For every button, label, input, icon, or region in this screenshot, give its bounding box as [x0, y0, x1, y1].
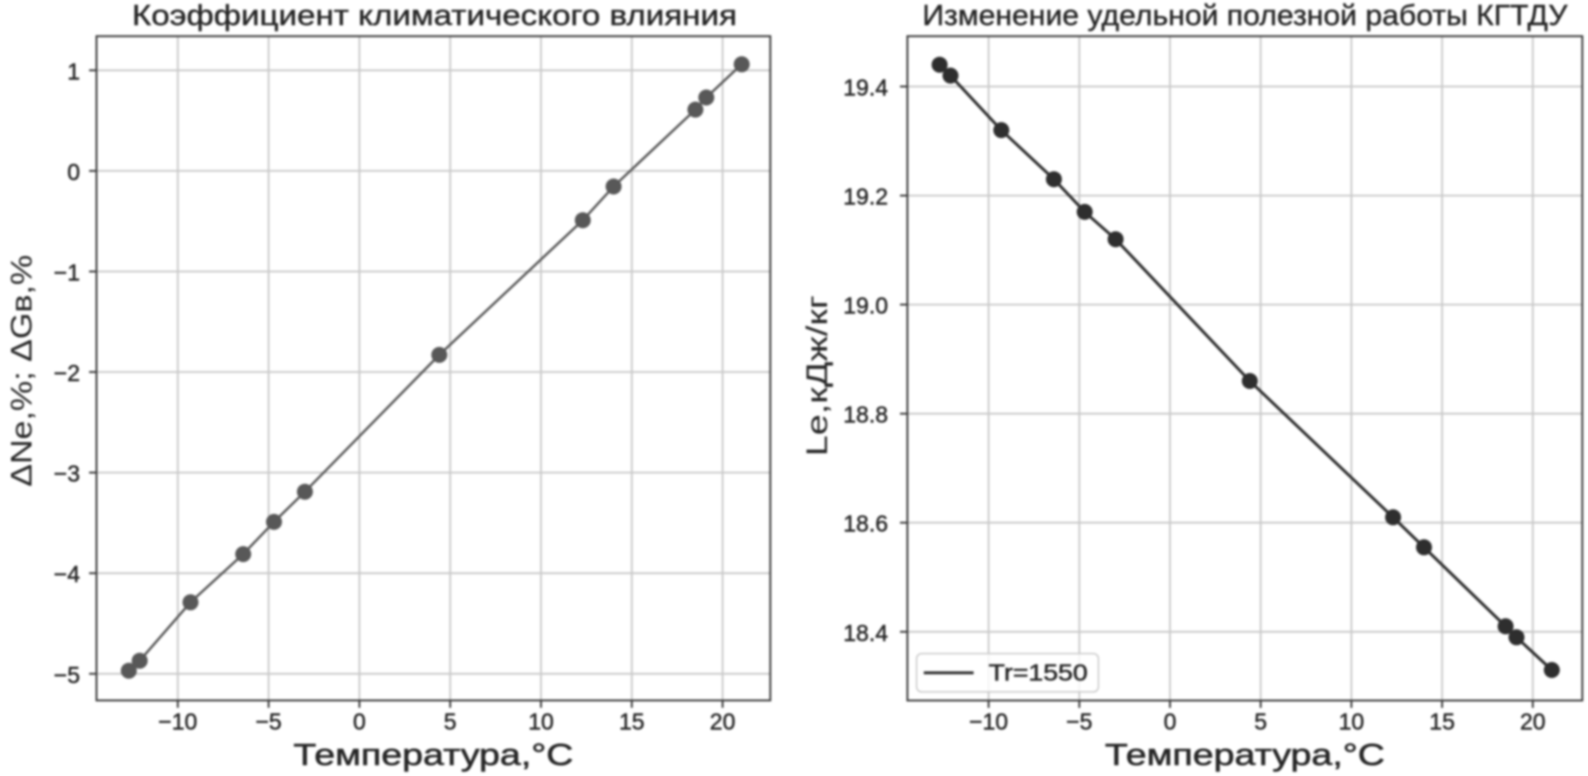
svg-text:19.2: 19.2 [843, 184, 888, 210]
svg-text:Коэффициент климатического вли: Коэффициент климатического влияния [132, 0, 737, 32]
svg-text:20: 20 [1520, 709, 1546, 735]
svg-text:18.8: 18.8 [843, 402, 888, 428]
svg-text:5: 5 [1254, 709, 1267, 735]
svg-text:15: 15 [1429, 709, 1455, 735]
svg-text:−5: −5 [54, 662, 80, 688]
svg-text:20: 20 [710, 709, 736, 735]
svg-text:10: 10 [1339, 709, 1365, 735]
svg-text:−3: −3 [54, 461, 80, 487]
svg-text:−5: −5 [1066, 709, 1092, 735]
svg-text:0: 0 [67, 159, 80, 185]
svg-text:19.0: 19.0 [843, 293, 888, 319]
svg-text:18.6: 18.6 [843, 511, 888, 537]
svg-text:Температура,°C: Температура,°C [1105, 737, 1385, 772]
svg-text:Изменение удельной полезной ра: Изменение удельной полезной работы КГТДУ [922, 0, 1568, 32]
svg-text:−1: −1 [54, 260, 80, 286]
svg-text:−4: −4 [54, 561, 80, 587]
svg-text:1: 1 [67, 58, 80, 84]
svg-text:0: 0 [353, 709, 366, 735]
svg-text:−5: −5 [255, 709, 281, 735]
svg-text:Температура,°C: Температура,°C [293, 737, 573, 772]
svg-text:−2: −2 [54, 360, 80, 386]
svg-text:Le,кДж/кг: Le,кДж/кг [801, 295, 834, 456]
svg-text:ΔNe,%; ΔGв,%: ΔNe,%; ΔGв,% [6, 255, 39, 487]
svg-text:18.4: 18.4 [843, 620, 888, 646]
svg-text:19.4: 19.4 [843, 75, 888, 101]
svg-text:0: 0 [1164, 709, 1177, 735]
svg-text:−10: −10 [969, 709, 1008, 735]
svg-text:Tr=1550: Tr=1550 [989, 660, 1088, 686]
svg-text:5: 5 [444, 709, 457, 735]
svg-text:−10: −10 [158, 709, 197, 735]
svg-text:15: 15 [619, 709, 645, 735]
svg-text:10: 10 [528, 709, 554, 735]
